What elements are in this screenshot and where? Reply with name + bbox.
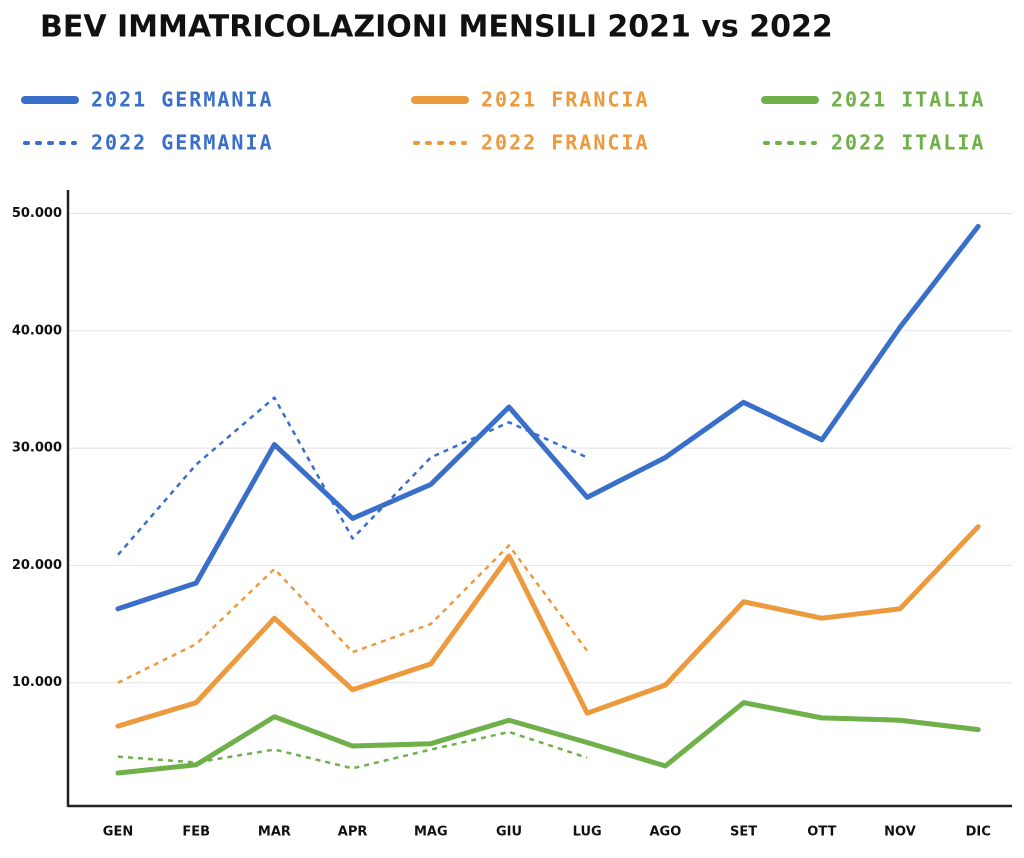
x-tick-label: GIU — [496, 825, 522, 840]
series-line — [117, 396, 588, 556]
legend-label: 2022 FRANCIA — [481, 131, 650, 155]
series-line — [115, 223, 981, 612]
x-tick-label: FEB — [182, 825, 210, 840]
x-tick-label: SET — [730, 825, 757, 840]
legend-label: 2021 FRANCIA — [481, 88, 650, 112]
x-tick-label: MAR — [258, 825, 291, 840]
x-tick-label: MAG — [414, 825, 448, 840]
legend-label: 2022 ITALIA — [831, 131, 985, 155]
x-tick-label: NOV — [884, 825, 916, 840]
x-tick-label: OTT — [807, 825, 836, 840]
x-tick-label: AGO — [650, 825, 682, 840]
y-tick-label: 40.000 — [12, 323, 62, 338]
series-line — [117, 730, 588, 770]
x-tick-label: DIC — [966, 825, 991, 840]
y-tick-label: 30.000 — [12, 441, 62, 456]
series-line — [117, 544, 589, 684]
x-tick-label: LUG — [573, 825, 602, 840]
x-tick-label: GEN — [103, 825, 133, 840]
y-tick-label: 50.000 — [12, 206, 62, 221]
y-tick-label: 20.000 — [12, 558, 62, 573]
x-tick-label: APR — [338, 825, 368, 840]
series-line — [115, 700, 981, 776]
y-tick-label: 10.000 — [12, 675, 62, 690]
legend-label: 2021 GERMANIA — [91, 88, 274, 112]
legend-label: 2021 ITALIA — [831, 88, 985, 112]
series-line — [115, 524, 981, 729]
legend-label: 2022 GERMANIA — [91, 131, 274, 155]
chart-title: BEV IMMATRICOLAZIONI MENSILI 2021 vs 202… — [40, 10, 833, 45]
